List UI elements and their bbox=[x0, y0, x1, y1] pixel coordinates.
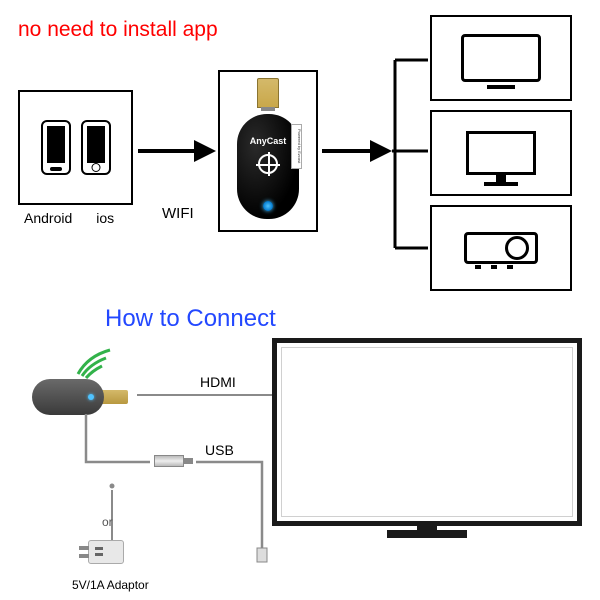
dongle-target-icon bbox=[258, 154, 278, 174]
projector-icon bbox=[464, 232, 538, 264]
monitor-icon bbox=[466, 131, 536, 175]
arrow-phones-dongle bbox=[138, 134, 216, 168]
projector-output-box bbox=[430, 205, 572, 291]
big-tv-stand bbox=[387, 530, 467, 538]
ios-phone-icon bbox=[81, 120, 111, 175]
hdmi-cable bbox=[137, 394, 292, 396]
android-label: Android bbox=[24, 210, 72, 226]
power-adaptor-icon bbox=[88, 540, 134, 576]
dongle-brand: AnyCast bbox=[250, 136, 287, 146]
tv-output-box bbox=[430, 15, 572, 101]
hdmi-label: HDMI bbox=[200, 374, 236, 390]
wifi-waves-icon bbox=[70, 344, 120, 380]
wifi-label: WIFI bbox=[162, 205, 194, 222]
monitor-output-box bbox=[430, 110, 572, 196]
adaptor-label: 5V/1A Adaptor bbox=[72, 578, 149, 592]
usb-plug-icon bbox=[154, 455, 184, 467]
dongle-led bbox=[263, 201, 273, 211]
big-tv bbox=[272, 338, 582, 550]
heading-how-to-connect: How to Connect bbox=[105, 305, 276, 333]
or-label: or bbox=[102, 515, 113, 529]
small-dongle-icon bbox=[32, 378, 137, 416]
phone-labels: Android ios bbox=[24, 210, 114, 226]
ios-label: ios bbox=[96, 210, 114, 226]
android-phone-icon bbox=[41, 120, 71, 175]
dongle-box: Powered by Ezcast AnyCast bbox=[218, 70, 318, 232]
tv-icon bbox=[461, 34, 541, 82]
dongle-body: Powered by Ezcast AnyCast bbox=[237, 114, 299, 219]
hdmi-plug-icon bbox=[257, 78, 279, 108]
usb-label: USB bbox=[205, 442, 234, 458]
big-tv-screen bbox=[272, 338, 582, 526]
heading-no-install: no need to install app bbox=[18, 18, 218, 42]
dongle-sticker: Powered by Ezcast bbox=[291, 124, 302, 169]
arrow-dongle-outputs bbox=[322, 134, 392, 168]
phones-box bbox=[18, 90, 133, 205]
